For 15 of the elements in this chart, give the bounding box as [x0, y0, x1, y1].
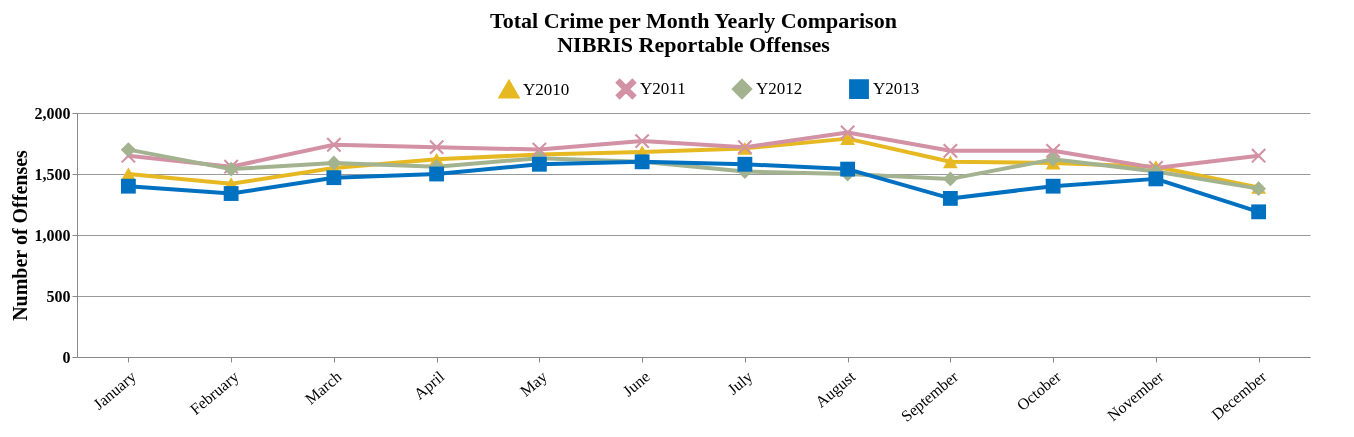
x-tick-label: June — [619, 367, 653, 400]
x-tick-label: May — [516, 367, 551, 401]
y-tick-label: 2,000 — [34, 104, 71, 122]
y-axis-title: Number of Offenses — [8, 149, 31, 321]
legend-label: Y2012 — [756, 79, 803, 99]
y-tick-label: 0 — [62, 348, 71, 366]
x-tick-label: July — [724, 367, 757, 399]
y-tick-label: 1,500 — [34, 165, 71, 183]
text: Total Crime per Month Yearly Comparison — [490, 8, 897, 33]
y-tick-label: 500 — [46, 287, 71, 305]
legend-label: Y2011 — [640, 79, 686, 99]
y-tick-label: 1,000 — [34, 226, 71, 244]
legend-label: Y2013 — [873, 79, 920, 99]
text: NIBRIS Reportable Offenses — [557, 32, 830, 57]
legend-label: Y2010 — [523, 79, 570, 99]
